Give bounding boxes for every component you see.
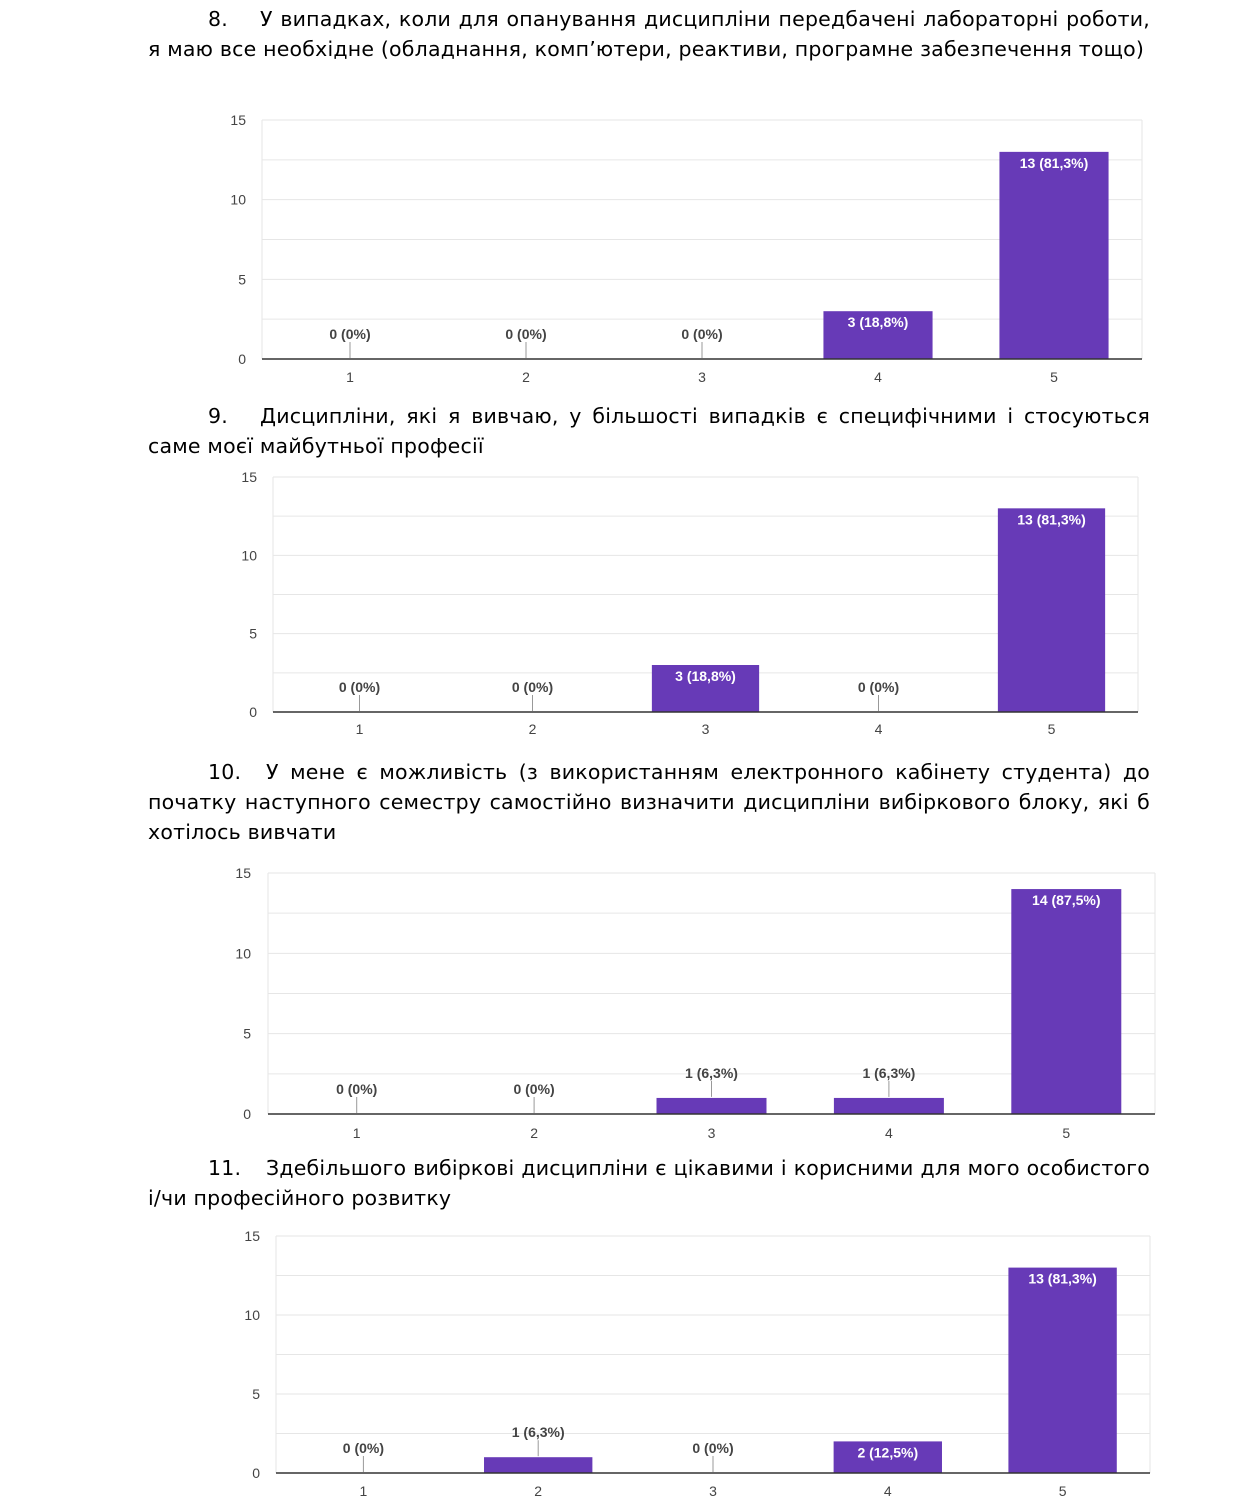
data-label: 0 (0%)	[505, 326, 546, 342]
x-tick-label: 4	[884, 1483, 892, 1499]
y-tick-label: 15	[244, 1228, 260, 1244]
question-number: 11.	[208, 1156, 242, 1180]
data-label: 0 (0%)	[336, 1081, 377, 1097]
question-text: У мене є можливість (з використанням еле…	[148, 760, 1150, 844]
data-label: 0 (0%)	[512, 679, 553, 695]
data-label: 2 (12,5%)	[857, 1444, 918, 1460]
x-tick-label: 1	[360, 1483, 368, 1499]
y-tick-label: 10	[235, 945, 251, 961]
x-tick-label: 5	[1062, 1125, 1070, 1141]
data-label: 1 (6,3%)	[862, 1065, 915, 1081]
x-tick-label: 2	[534, 1483, 542, 1499]
y-tick-label: 10	[230, 192, 246, 208]
data-label: 0 (0%)	[329, 326, 370, 342]
x-tick-label: 4	[874, 369, 882, 385]
x-tick-label: 3	[698, 369, 706, 385]
question-number: 10.	[208, 760, 242, 784]
x-tick-label: 2	[530, 1125, 538, 1141]
y-tick-label: 0	[252, 1465, 260, 1481]
y-tick-label: 5	[252, 1386, 260, 1402]
y-tick-label: 5	[243, 1026, 251, 1042]
question-number: 9.	[208, 404, 228, 428]
x-tick-label: 3	[709, 1483, 717, 1499]
question-text: Здебільшого вибіркові дисципліни є цікав…	[148, 1156, 1150, 1210]
y-tick-label: 5	[238, 271, 246, 287]
x-tick-label: 4	[875, 721, 883, 737]
question-10: 10. У мене є можливість (з використанням …	[148, 757, 1150, 847]
data-label: 3 (18,8%)	[848, 314, 909, 330]
question-11: 11. Здебільшого вибіркові дисципліни є ці…	[148, 1153, 1150, 1213]
x-tick-label: 1	[346, 369, 354, 385]
x-tick-label: 4	[885, 1125, 893, 1141]
bar-5	[1011, 889, 1122, 1114]
data-label: 0 (0%)	[858, 679, 899, 695]
x-tick-label: 3	[702, 721, 710, 737]
question-9: 9. Дисципліни, які я вивчаю, у більшості …	[148, 401, 1150, 461]
data-label: 0 (0%)	[692, 1440, 733, 1456]
bar-5	[999, 151, 1109, 359]
bar-chart-q8: 0 5 10 15 0 (0%) 1 0 (0%) 2 0 (0%) 3 3 (18,8%) 4 13 …	[230, 112, 1143, 385]
data-label: 14 (87,5%)	[1032, 892, 1100, 908]
y-tick-label: 15	[241, 469, 257, 485]
y-tick-label: 5	[249, 626, 257, 642]
data-label: 13 (81,3%)	[1017, 511, 1085, 527]
data-label: 13 (81,3%)	[1028, 1271, 1096, 1287]
x-tick-label: 3	[708, 1125, 716, 1141]
question-text: Дисципліни, які я вивчаю, у більшості ви…	[148, 404, 1150, 458]
question-text: У випадках, коли для опанування дисциплі…	[148, 7, 1150, 61]
y-tick-label: 0	[249, 704, 257, 720]
data-label: 0 (0%)	[513, 1081, 554, 1097]
question-number: 8.	[208, 7, 228, 31]
y-tick-label: 0	[238, 351, 246, 367]
data-label: 0 (0%)	[681, 326, 722, 342]
data-label: 13 (81,3%)	[1020, 155, 1088, 171]
x-tick-label: 5	[1050, 369, 1058, 385]
bar-5	[997, 508, 1106, 712]
bar-5	[1008, 1267, 1117, 1473]
bar-chart-q11: 0 5 10 15 0 (0%) 1 1 (6,3%) 2 0 (0%) 3 2 (12,5%) 4 1…	[244, 1228, 1151, 1499]
bar-3	[656, 1097, 767, 1114]
y-tick-label: 10	[241, 547, 257, 563]
data-label: 1 (6,3%)	[512, 1424, 565, 1440]
bar-3	[651, 665, 760, 712]
data-label: 0 (0%)	[343, 1440, 384, 1456]
bar-4	[823, 311, 933, 359]
bar-4	[833, 1097, 944, 1114]
data-label: 0 (0%)	[339, 679, 380, 695]
x-tick-label: 1	[356, 721, 364, 737]
x-tick-label: 1	[353, 1125, 361, 1141]
y-tick-label: 10	[244, 1307, 260, 1323]
question-8: 8. У випадках, коли для опанування дисцип…	[148, 4, 1150, 64]
data-label: 1 (6,3%)	[685, 1065, 738, 1081]
y-tick-label: 15	[235, 865, 251, 881]
x-tick-label: 2	[522, 369, 530, 385]
bar-chart-q9: 0 5 10 15 0 (0%) 1 0 (0%) 2 3 (18,8%) 3 0 (0%) 4 13 …	[241, 469, 1139, 737]
x-tick-label: 5	[1048, 721, 1056, 737]
y-tick-label: 0	[243, 1106, 251, 1122]
y-tick-label: 15	[230, 112, 246, 128]
x-tick-label: 2	[529, 721, 537, 737]
bar-2	[484, 1457, 593, 1473]
data-label: 3 (18,8%)	[675, 668, 736, 684]
bar-4	[833, 1441, 942, 1473]
bar-chart-q10: 0 5 10 15 0 (0%) 1 0 (0%) 2 1 (6,3%) 3 1 (6,3%) 4 14…	[235, 865, 1156, 1141]
x-tick-label: 5	[1059, 1483, 1067, 1499]
